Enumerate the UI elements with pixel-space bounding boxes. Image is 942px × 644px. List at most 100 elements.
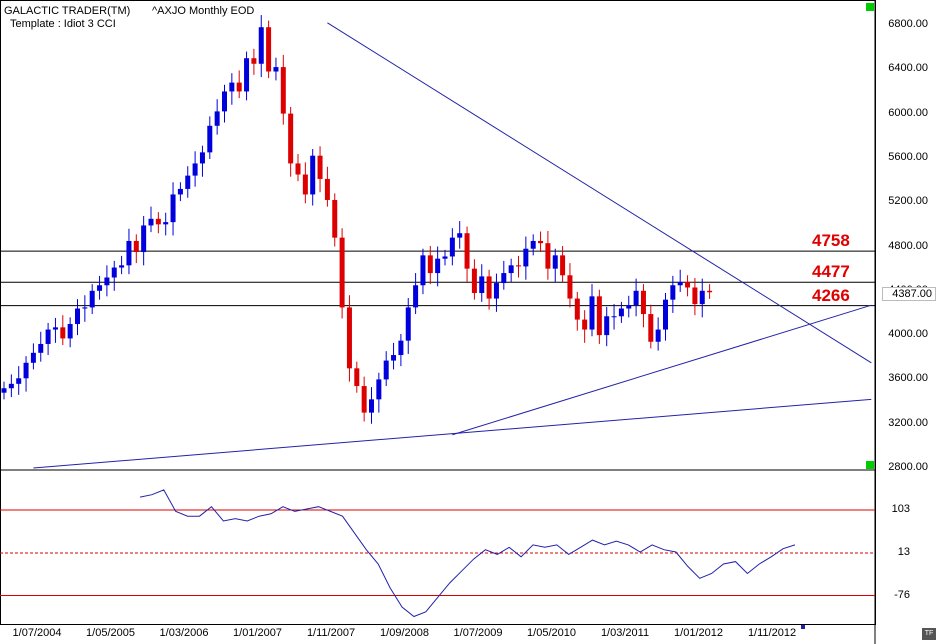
candle-body [560,255,566,276]
symbol-title: ^AXJO Monthly EOD [152,5,255,17]
candle-body [192,163,198,176]
candle-body [596,296,602,336]
price-tick-label: 5200.00 [888,195,928,208]
candle-body [1,388,7,393]
tf-button[interactable]: TF [922,628,936,640]
cci-panel-marker[interactable] [866,461,874,469]
candle-body [604,316,610,336]
candle-body [486,276,492,299]
cci-tick-label: 103 [891,503,910,515]
candle-body [244,58,250,92]
current-price-tag: 4387.00 [882,287,936,301]
candlesticks [1,15,713,424]
candle-body [442,256,448,259]
candle-body [222,91,227,112]
candle-body [383,360,389,380]
candle-body [538,240,544,244]
candle-body [119,265,125,268]
cci-panel [0,489,875,618]
candle-body [295,163,301,175]
long-support-line [33,398,872,469]
candle-body [427,255,433,274]
candle-body [707,290,713,293]
candle-body [339,237,345,308]
price-tick-label: 3600.00 [888,372,928,385]
candle-body [530,240,536,249]
level-label-4477: 4477 [812,262,850,282]
price-tick-label: 3200.00 [888,416,928,429]
time-tick-label: 1/03/2006 [159,627,209,639]
time-tick-label: 1/11/2012 [747,627,797,639]
candle-body [523,248,529,267]
cci-line [139,489,796,618]
downtrend-line [327,22,872,364]
time-tick-label: 1/07/2004 [12,627,62,639]
candle-body [324,178,330,200]
time-tick-label: 1/09/2008 [380,627,429,639]
scroll-marker[interactable] [801,625,805,629]
candle-body [516,265,521,267]
candle-body [508,265,514,274]
candle-body [185,175,191,189]
price-panel-marker[interactable] [866,3,874,11]
candle-body [310,155,316,195]
candle-body [16,378,22,384]
candle-body [23,362,29,379]
candle-body [361,386,367,413]
candle-body [266,27,272,72]
candle-body [699,290,705,305]
candle-body [207,125,213,153]
candle-body [199,152,205,164]
candle-body [111,267,117,278]
candle-body [60,327,66,339]
candle-body [354,368,360,387]
candle-body [655,329,661,342]
candle-body [346,307,352,369]
candle-body [214,111,220,126]
candle-body [648,314,654,342]
candle-body [369,399,374,413]
candle-body [618,308,624,317]
candle-body [52,327,58,330]
candle-body [163,222,169,225]
candle-body [413,285,419,308]
time-tick-label: 1/11/2007 [306,627,356,639]
candle-body [589,296,595,330]
candle-body [471,268,477,294]
time-tick-label: 1/05/2005 [86,627,135,639]
candle-body [405,307,411,341]
time-tick-label: 1/03/2011 [600,627,650,639]
candle-body [251,58,257,64]
price-tick-label: 6400.00 [888,62,928,75]
level-label-4266: 4266 [812,285,850,305]
candle-body [258,27,264,64]
time-tick-label: 1/01/2012 [674,627,723,639]
candle-body [302,174,308,195]
candle-body [567,275,573,299]
candle-body [398,340,404,356]
candle-body [582,319,588,330]
price-tick-label: 6800.00 [888,18,928,30]
candle-body [126,240,132,266]
price-tick-label: 4000.00 [888,328,928,341]
candle-body [170,194,176,223]
candle-body [677,281,683,286]
candle-body [493,283,499,299]
candle-body [288,113,294,164]
candle-body [449,237,455,257]
candle-body [685,281,691,288]
candle-body [104,277,110,286]
time-tick-label: 1/05/2010 [527,627,576,639]
price-tick-label: 4800.00 [888,239,928,252]
candle-body [75,308,80,325]
candle-body [501,273,507,284]
candle-body [155,218,161,225]
candle-body [38,343,44,353]
candle-body [8,383,14,389]
candle-body [420,255,426,286]
candle-body [376,379,382,400]
candle-body [273,67,279,72]
candle-body [82,307,88,309]
candle-body [67,324,73,339]
